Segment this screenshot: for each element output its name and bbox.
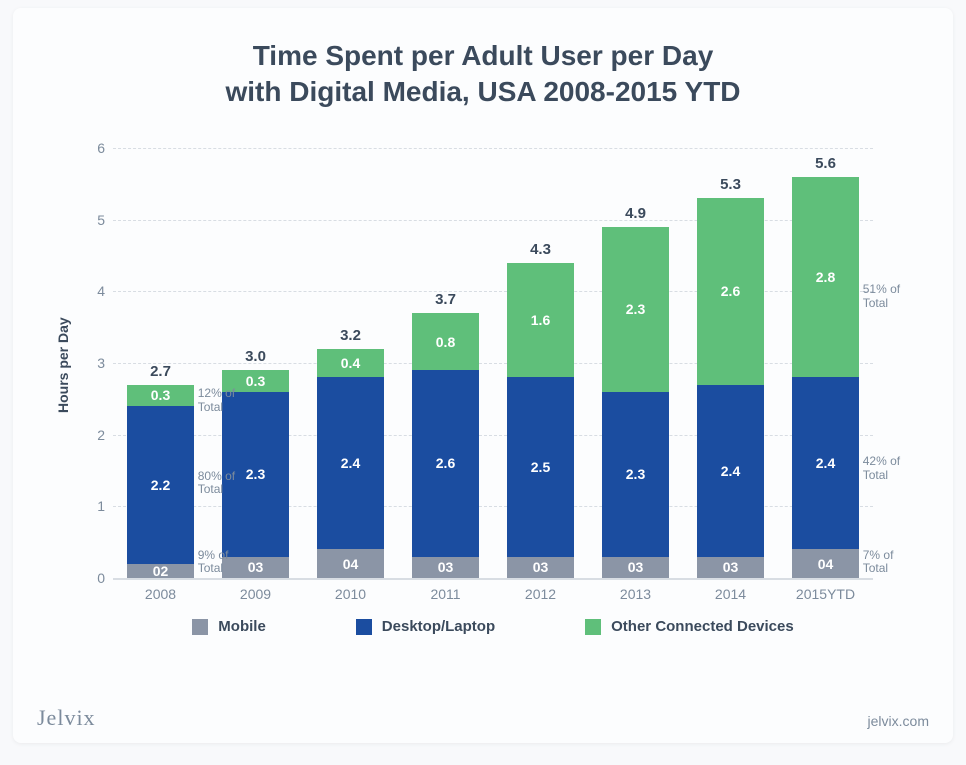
bar-slot: 0.82.603 3.7 (398, 148, 493, 578)
brand-url: jelvix.com (868, 713, 929, 729)
x-tick: 2013 (588, 586, 683, 602)
y-tick: 2 (83, 427, 105, 443)
percentage-annotation: 7% of Total (863, 549, 894, 577)
y-tick: 0 (83, 570, 105, 586)
y-tick: 1 (83, 498, 105, 514)
segment-mobile: 03 (697, 557, 764, 579)
total-label: 2.7 (127, 363, 194, 380)
total-label: 4.9 (602, 205, 669, 222)
left-annotations: 12% of Total 80% of Total 9% of Total (198, 148, 258, 578)
legend-label: Desktop/Laptop (382, 618, 495, 635)
legend-item-mobile: Mobile (192, 618, 266, 635)
stacked-bar: 2.82.4045.6 (792, 177, 859, 578)
bar-slot: 2.32.3034.9 (588, 148, 683, 578)
percentage-annotation: 12% of Total (198, 387, 235, 415)
total-label: 3.7 (412, 291, 479, 308)
percentage-annotation: 51% of Total (863, 283, 900, 311)
right-annotations: 51% of Total 42% of Total 7% of Total (863, 148, 923, 578)
stacked-bar: 2.62.4035.3 (697, 198, 764, 578)
bar-slot: 0.32.202 2.7 (113, 148, 208, 578)
segment-mobile: 04 (317, 549, 384, 578)
legend-label: Mobile (218, 618, 266, 635)
x-axis: 20082009201020112012201320142015YTD (113, 586, 873, 602)
total-label: 4.3 (507, 241, 574, 258)
segment-mobile: 04 (792, 549, 859, 578)
x-tick: 2009 (208, 586, 303, 602)
segment-other: 2.8 (792, 177, 859, 378)
legend: Mobile Desktop/Laptop Other Connected Devi… (113, 618, 873, 635)
percentage-annotation: 80% of Total (198, 470, 235, 498)
x-tick: 2012 (493, 586, 588, 602)
legend-swatch (192, 619, 208, 635)
stacked-bar: 0.32.2022.7 (127, 385, 194, 578)
chart-title: Time Spent per Adult User per Day with D… (13, 38, 953, 111)
bar-slot: 0.42.404 3.2 (303, 148, 398, 578)
segment-other: 0.8 (412, 313, 479, 370)
total-label: 5.6 (792, 155, 859, 172)
legend-item-desktop: Desktop/Laptop (356, 618, 495, 635)
title-line-2: with Digital Media, USA 2008-2015 YTD (13, 74, 953, 110)
segment-desktop: 2.3 (602, 392, 669, 557)
total-label: 5.3 (697, 176, 764, 193)
y-tick: 5 (83, 212, 105, 228)
stacked-bar: 0.82.6033.7 (412, 313, 479, 578)
x-tick: 2008 (113, 586, 208, 602)
bar-slot: 2.82.404 5.6 (778, 148, 873, 578)
x-tick: 2015YTD (778, 586, 873, 602)
y-tick: 6 (83, 140, 105, 156)
legend-swatch (585, 619, 601, 635)
brand-logo: Jelvix (37, 705, 96, 731)
total-label: 3.2 (317, 327, 384, 344)
legend-swatch (356, 619, 372, 635)
percentage-annotation: 42% of Total (863, 455, 900, 483)
segment-other: 2.6 (697, 198, 764, 384)
segment-mobile: 03 (412, 557, 479, 579)
segment-desktop: 2.4 (317, 377, 384, 549)
segment-mobile: 03 (602, 557, 669, 579)
title-line-1: Time Spent per Adult User per Day (13, 38, 953, 74)
x-tick: 2014 (683, 586, 778, 602)
percentage-annotation: 9% of Total (198, 549, 229, 577)
x-tick: 2010 (303, 586, 398, 602)
legend-label: Other Connected Devices (611, 618, 794, 635)
segment-desktop: 2.4 (697, 385, 764, 557)
stacked-bar: 1.62.5034.3 (507, 263, 574, 578)
segment-other: 1.6 (507, 263, 574, 378)
chart-container: Time Spent per Adult User per Day with D… (13, 8, 953, 743)
segment-desktop: 2.6 (412, 370, 479, 556)
segment-mobile: 03 (507, 557, 574, 579)
x-tick: 2011 (398, 586, 493, 602)
segment-other: 0.3 (127, 385, 194, 407)
segment-desktop: 2.4 (792, 377, 859, 549)
gridline (113, 578, 873, 580)
y-axis-label: Hours per Day (55, 317, 71, 413)
bar-slot: 2.62.403 5.3 (683, 148, 778, 578)
y-tick: 3 (83, 355, 105, 371)
stacked-bar: 2.32.3034.9 (602, 227, 669, 578)
segment-other: 0.4 (317, 349, 384, 378)
segment-mobile: 02 (127, 564, 194, 578)
bar-slot: 1.62.503 4.3 (493, 148, 588, 578)
segment-desktop: 2.2 (127, 406, 194, 564)
stacked-bar: 0.42.4043.2 (317, 349, 384, 578)
segment-desktop: 2.5 (507, 377, 574, 556)
y-tick: 4 (83, 283, 105, 299)
segment-other: 2.3 (602, 227, 669, 392)
legend-item-other: Other Connected Devices (585, 618, 794, 635)
